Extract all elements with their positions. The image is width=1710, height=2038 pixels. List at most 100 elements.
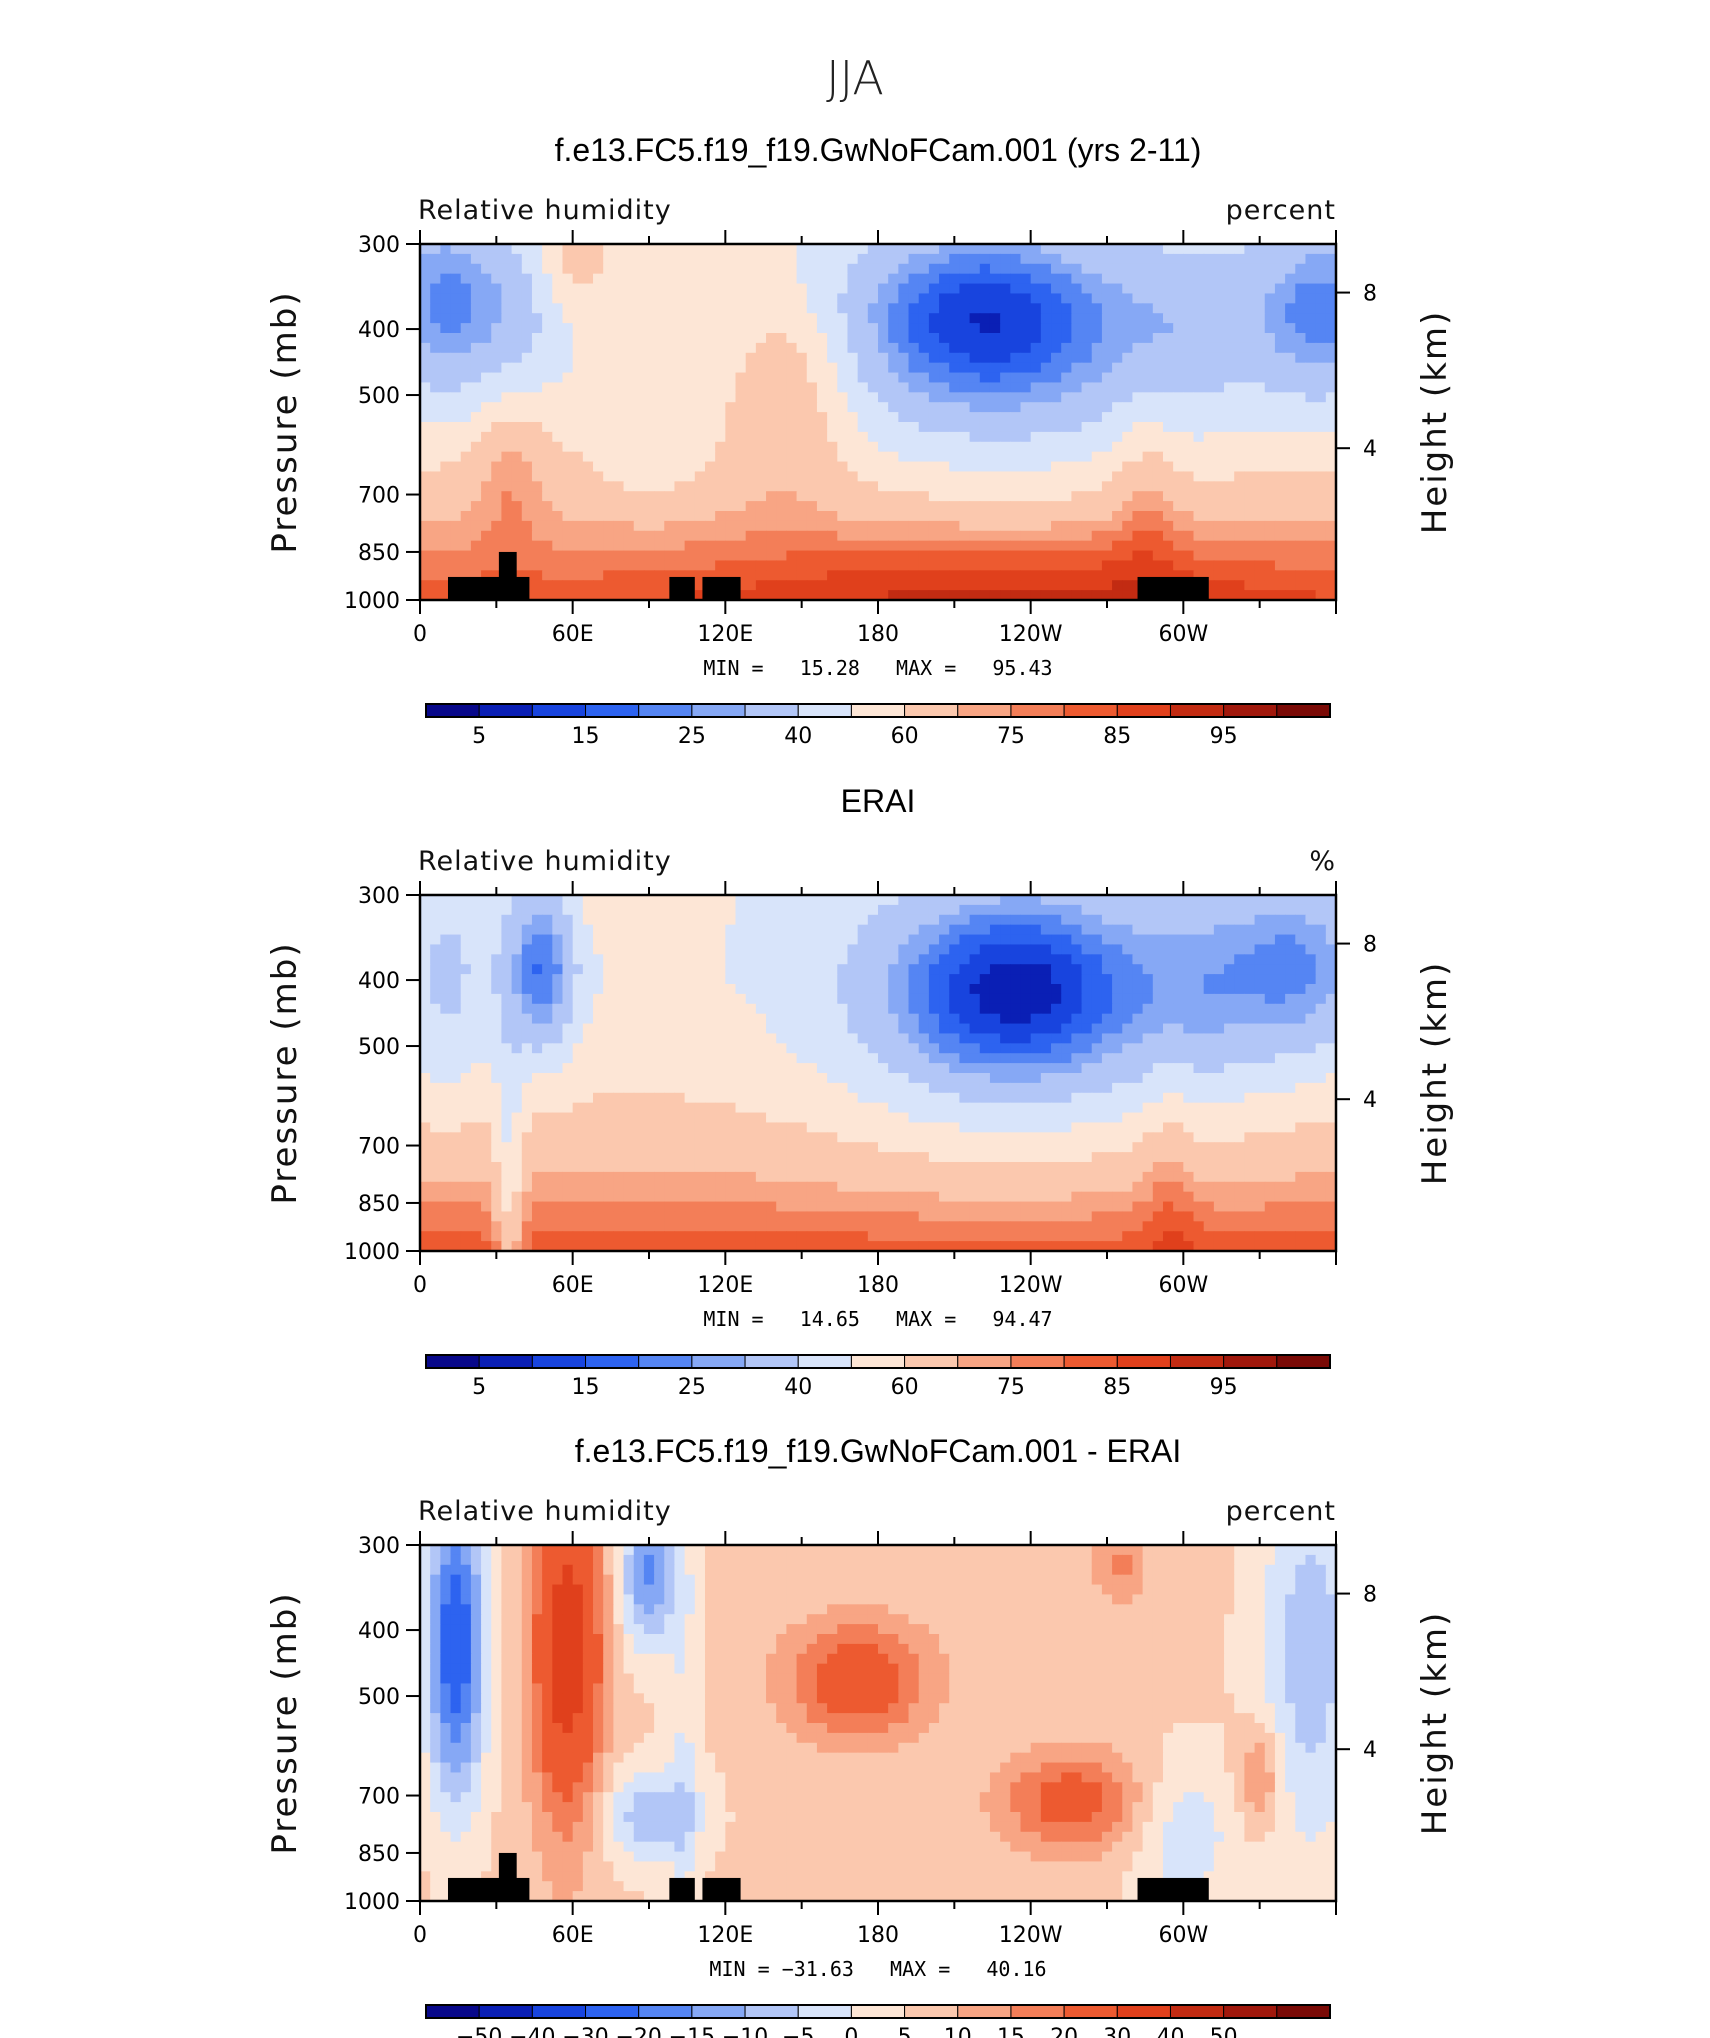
field-cell (735, 283, 747, 295)
field-cell (623, 540, 635, 552)
field-cell (460, 1073, 472, 1084)
field-cell (878, 352, 889, 364)
field-cell (684, 511, 696, 522)
field-cell (806, 392, 818, 403)
field-cell (511, 1013, 523, 1025)
field-cell (1030, 954, 1042, 965)
field-cell (420, 904, 431, 916)
field-cell (572, 1053, 584, 1064)
field-cell (1020, 904, 1032, 916)
field-cell (1000, 540, 1011, 552)
field-cell (1274, 1033, 1286, 1044)
field-cell (857, 1003, 869, 1015)
field-cell (674, 412, 686, 423)
field-cell (542, 540, 553, 552)
field-cell (633, 362, 645, 374)
field-cell (1193, 1043, 1205, 1054)
field-cell (1071, 352, 1083, 364)
field-cell (816, 1043, 828, 1054)
field-cell (1010, 244, 1022, 255)
field-cell (989, 964, 1001, 975)
field-cell (1213, 352, 1225, 364)
field-cell (694, 451, 706, 463)
field-cell (562, 570, 574, 581)
field-cell (430, 244, 441, 255)
field-cell (1234, 984, 1245, 995)
field-cell (654, 501, 665, 512)
field-cell (491, 412, 503, 423)
field-cell (898, 422, 910, 433)
field-cell (898, 362, 910, 374)
field-cell (867, 530, 879, 542)
field-cell (1224, 1003, 1235, 1015)
field-cell (735, 550, 747, 562)
field-cell (501, 984, 513, 995)
field-cell (460, 904, 472, 916)
field-cell (1203, 1053, 1215, 1064)
field-cell (969, 944, 981, 955)
field-cell (1274, 352, 1286, 364)
field-cell (969, 491, 981, 502)
field-cell (521, 895, 533, 906)
field-cell (582, 984, 594, 995)
field-cell (420, 451, 431, 463)
field-cell (562, 422, 574, 433)
field-cell (1325, 954, 1336, 965)
field-cell (654, 511, 665, 522)
field-cell (501, 540, 513, 552)
field-cell (1325, 1013, 1336, 1025)
field-cell (796, 944, 808, 955)
field-cell (460, 491, 472, 502)
field-cell (470, 530, 482, 542)
field-cell (1071, 1043, 1083, 1054)
field-cell (847, 293, 859, 304)
field-cell (1315, 491, 1327, 502)
field-cell (1173, 520, 1184, 532)
field-cell (1162, 550, 1174, 562)
field-cell (582, 904, 594, 916)
field-cell (582, 964, 594, 975)
field-cell (949, 273, 961, 285)
field-cell (704, 511, 716, 522)
field-cell (959, 511, 971, 522)
field-cell (878, 1023, 889, 1035)
field-cell (1101, 333, 1113, 344)
field-cell (1101, 924, 1113, 936)
field-cell (1315, 530, 1327, 542)
field-cell (1091, 431, 1103, 443)
field-cell (593, 412, 604, 423)
field-cell (613, 964, 625, 975)
field-cell (918, 904, 930, 916)
field-cell (837, 934, 849, 946)
field-cell (460, 253, 472, 265)
field-cell (857, 253, 869, 265)
field-cell (531, 964, 543, 975)
topography-mask (669, 576, 695, 600)
field-cell (766, 471, 777, 482)
field-cell (623, 511, 635, 522)
field-cell (1071, 954, 1083, 965)
field-cell (989, 323, 1001, 334)
field-cell (684, 540, 696, 552)
field-cell (847, 934, 859, 946)
field-cell (949, 924, 961, 936)
field-cell (796, 402, 808, 413)
field-cell (603, 392, 614, 403)
field-cell (816, 944, 828, 955)
field-cell (470, 283, 482, 295)
field-cell (928, 263, 940, 275)
field-cell (1193, 451, 1205, 463)
field-cell (796, 323, 808, 334)
field-cell (1183, 954, 1195, 965)
field-cell (1162, 520, 1174, 532)
field-cell (745, 402, 757, 413)
field-cell (837, 530, 849, 542)
field-cell (1234, 412, 1245, 423)
field-cell (1081, 895, 1093, 906)
field-cell (613, 1063, 625, 1074)
field-cell (450, 501, 462, 512)
field-cell (1325, 491, 1336, 502)
field-cell (725, 382, 737, 393)
field-cell (1061, 352, 1072, 364)
field-cell (1061, 904, 1072, 916)
